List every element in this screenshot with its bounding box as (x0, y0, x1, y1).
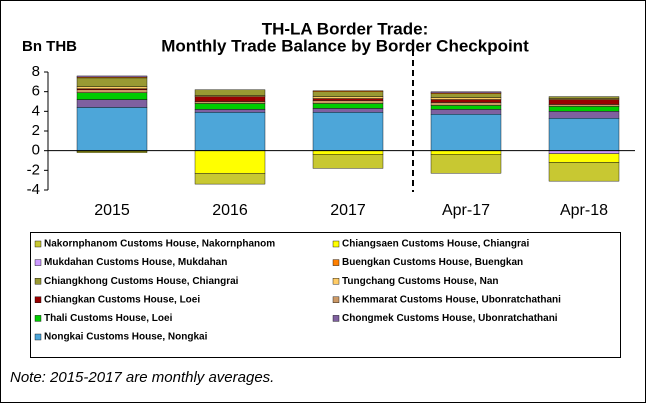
legend-label: Nongkai Customs House, Nongkai (44, 332, 208, 343)
bar-segment (548, 153, 620, 163)
bar-segment (76, 86, 148, 89)
bar-segment (194, 101, 266, 104)
y-tick-label: 4 (32, 102, 40, 119)
bar-segment (430, 154, 502, 174)
bar-segment (548, 118, 620, 151)
bar-segment (312, 91, 384, 97)
y-tick-label: 8 (32, 63, 40, 80)
x-tick-label: 2016 (212, 202, 248, 219)
bar-segment (312, 150, 384, 155)
bar-segment (430, 150, 502, 155)
legend-label: Buengkan Customs House, Buengkan (342, 257, 523, 268)
bar-segment (430, 109, 502, 115)
legend-label: Chongmek Customs House, Ubonratchathani (342, 313, 558, 324)
bar-segment (312, 98, 384, 101)
bar-segment (548, 104, 620, 107)
y-tick-label: 2 (32, 122, 40, 139)
bar-segment (430, 93, 502, 98)
bar-segment (548, 162, 620, 182)
bar-segment (76, 92, 148, 100)
chart-title: Monthly Trade Balance by Border Checkpoi… (161, 36, 529, 55)
bar-segment (76, 151, 148, 153)
bar-segment (430, 114, 502, 151)
bar-segment (548, 99, 620, 105)
legend-label: Chiangkan Customs House, Loei (44, 294, 200, 305)
chart-title: TH-LA Border Trade: (262, 19, 429, 38)
legend-swatch (332, 278, 340, 285)
y-tick-label: 6 (32, 83, 40, 100)
legend-swatch (332, 240, 340, 248)
legend-swatch (332, 259, 340, 266)
x-tick-label: Apr-17 (442, 202, 490, 219)
bar-segment (312, 108, 384, 113)
y-axis-label: Bn THB (22, 38, 77, 55)
legend-swatch (332, 296, 340, 303)
bar-segment (312, 90, 384, 92)
x-tick-label: Apr-18 (560, 202, 608, 219)
x-tick-label: 2015 (94, 202, 130, 219)
legend-label: Chiangsaen Customs House, Chiangrai (342, 239, 529, 250)
bar-segment (312, 112, 384, 151)
bar-segment (194, 96, 266, 102)
legend-label: Khemmarat Customs House, Ubonratchathani (342, 294, 561, 305)
x-tick-label: 2017 (330, 202, 366, 219)
y-tick-label: -4 (27, 181, 40, 198)
bar-segment (548, 111, 620, 119)
bar-segment (194, 103, 266, 110)
legend-swatch (34, 278, 42, 285)
bar-segment (76, 99, 148, 108)
bar-segment (76, 89, 148, 93)
legend-label: Thali Customs House, Loei (44, 313, 173, 324)
legend-swatch (34, 240, 42, 248)
bar-segment (430, 99, 502, 103)
bar-segment (430, 97, 502, 100)
y-tick-label: 0 (32, 142, 40, 159)
bar-segment (312, 103, 384, 109)
legend-swatch (332, 315, 340, 322)
bar-segment (548, 106, 620, 112)
bar-segment (312, 154, 384, 169)
bar-segment (430, 105, 502, 110)
bar-segment (194, 150, 266, 174)
legend-label: Tungchang Customs House, Nan (342, 276, 499, 287)
legend-box (30, 232, 621, 358)
bar-segment (312, 96, 384, 99)
bar-segment (548, 96, 620, 99)
bar-segment (430, 102, 502, 106)
note: Note: 2015-2017 are monthly averages. (10, 369, 274, 386)
bar-segment (76, 77, 148, 87)
bar-segment (194, 89, 266, 96)
legend-label: Nakornphanom Customs House, Nakornphanom (44, 239, 275, 250)
bar-segment (76, 107, 148, 151)
bar-segment (312, 100, 384, 104)
bar-segment (76, 75, 148, 78)
legend-swatch (34, 333, 42, 341)
legend-swatch (34, 296, 42, 303)
y-tick-label: -2 (27, 161, 40, 178)
bar-segment (430, 91, 502, 93)
bar-segment (194, 112, 266, 151)
bar-segment (194, 109, 266, 113)
legend-label: Mukdahan Customs House, Mukdahan (44, 257, 227, 268)
legend-swatch (34, 259, 42, 266)
legend-label: Chiangkhong Customs House, Chiangrai (44, 276, 239, 287)
legend-swatch (34, 315, 42, 322)
bar-segment (194, 173, 266, 185)
